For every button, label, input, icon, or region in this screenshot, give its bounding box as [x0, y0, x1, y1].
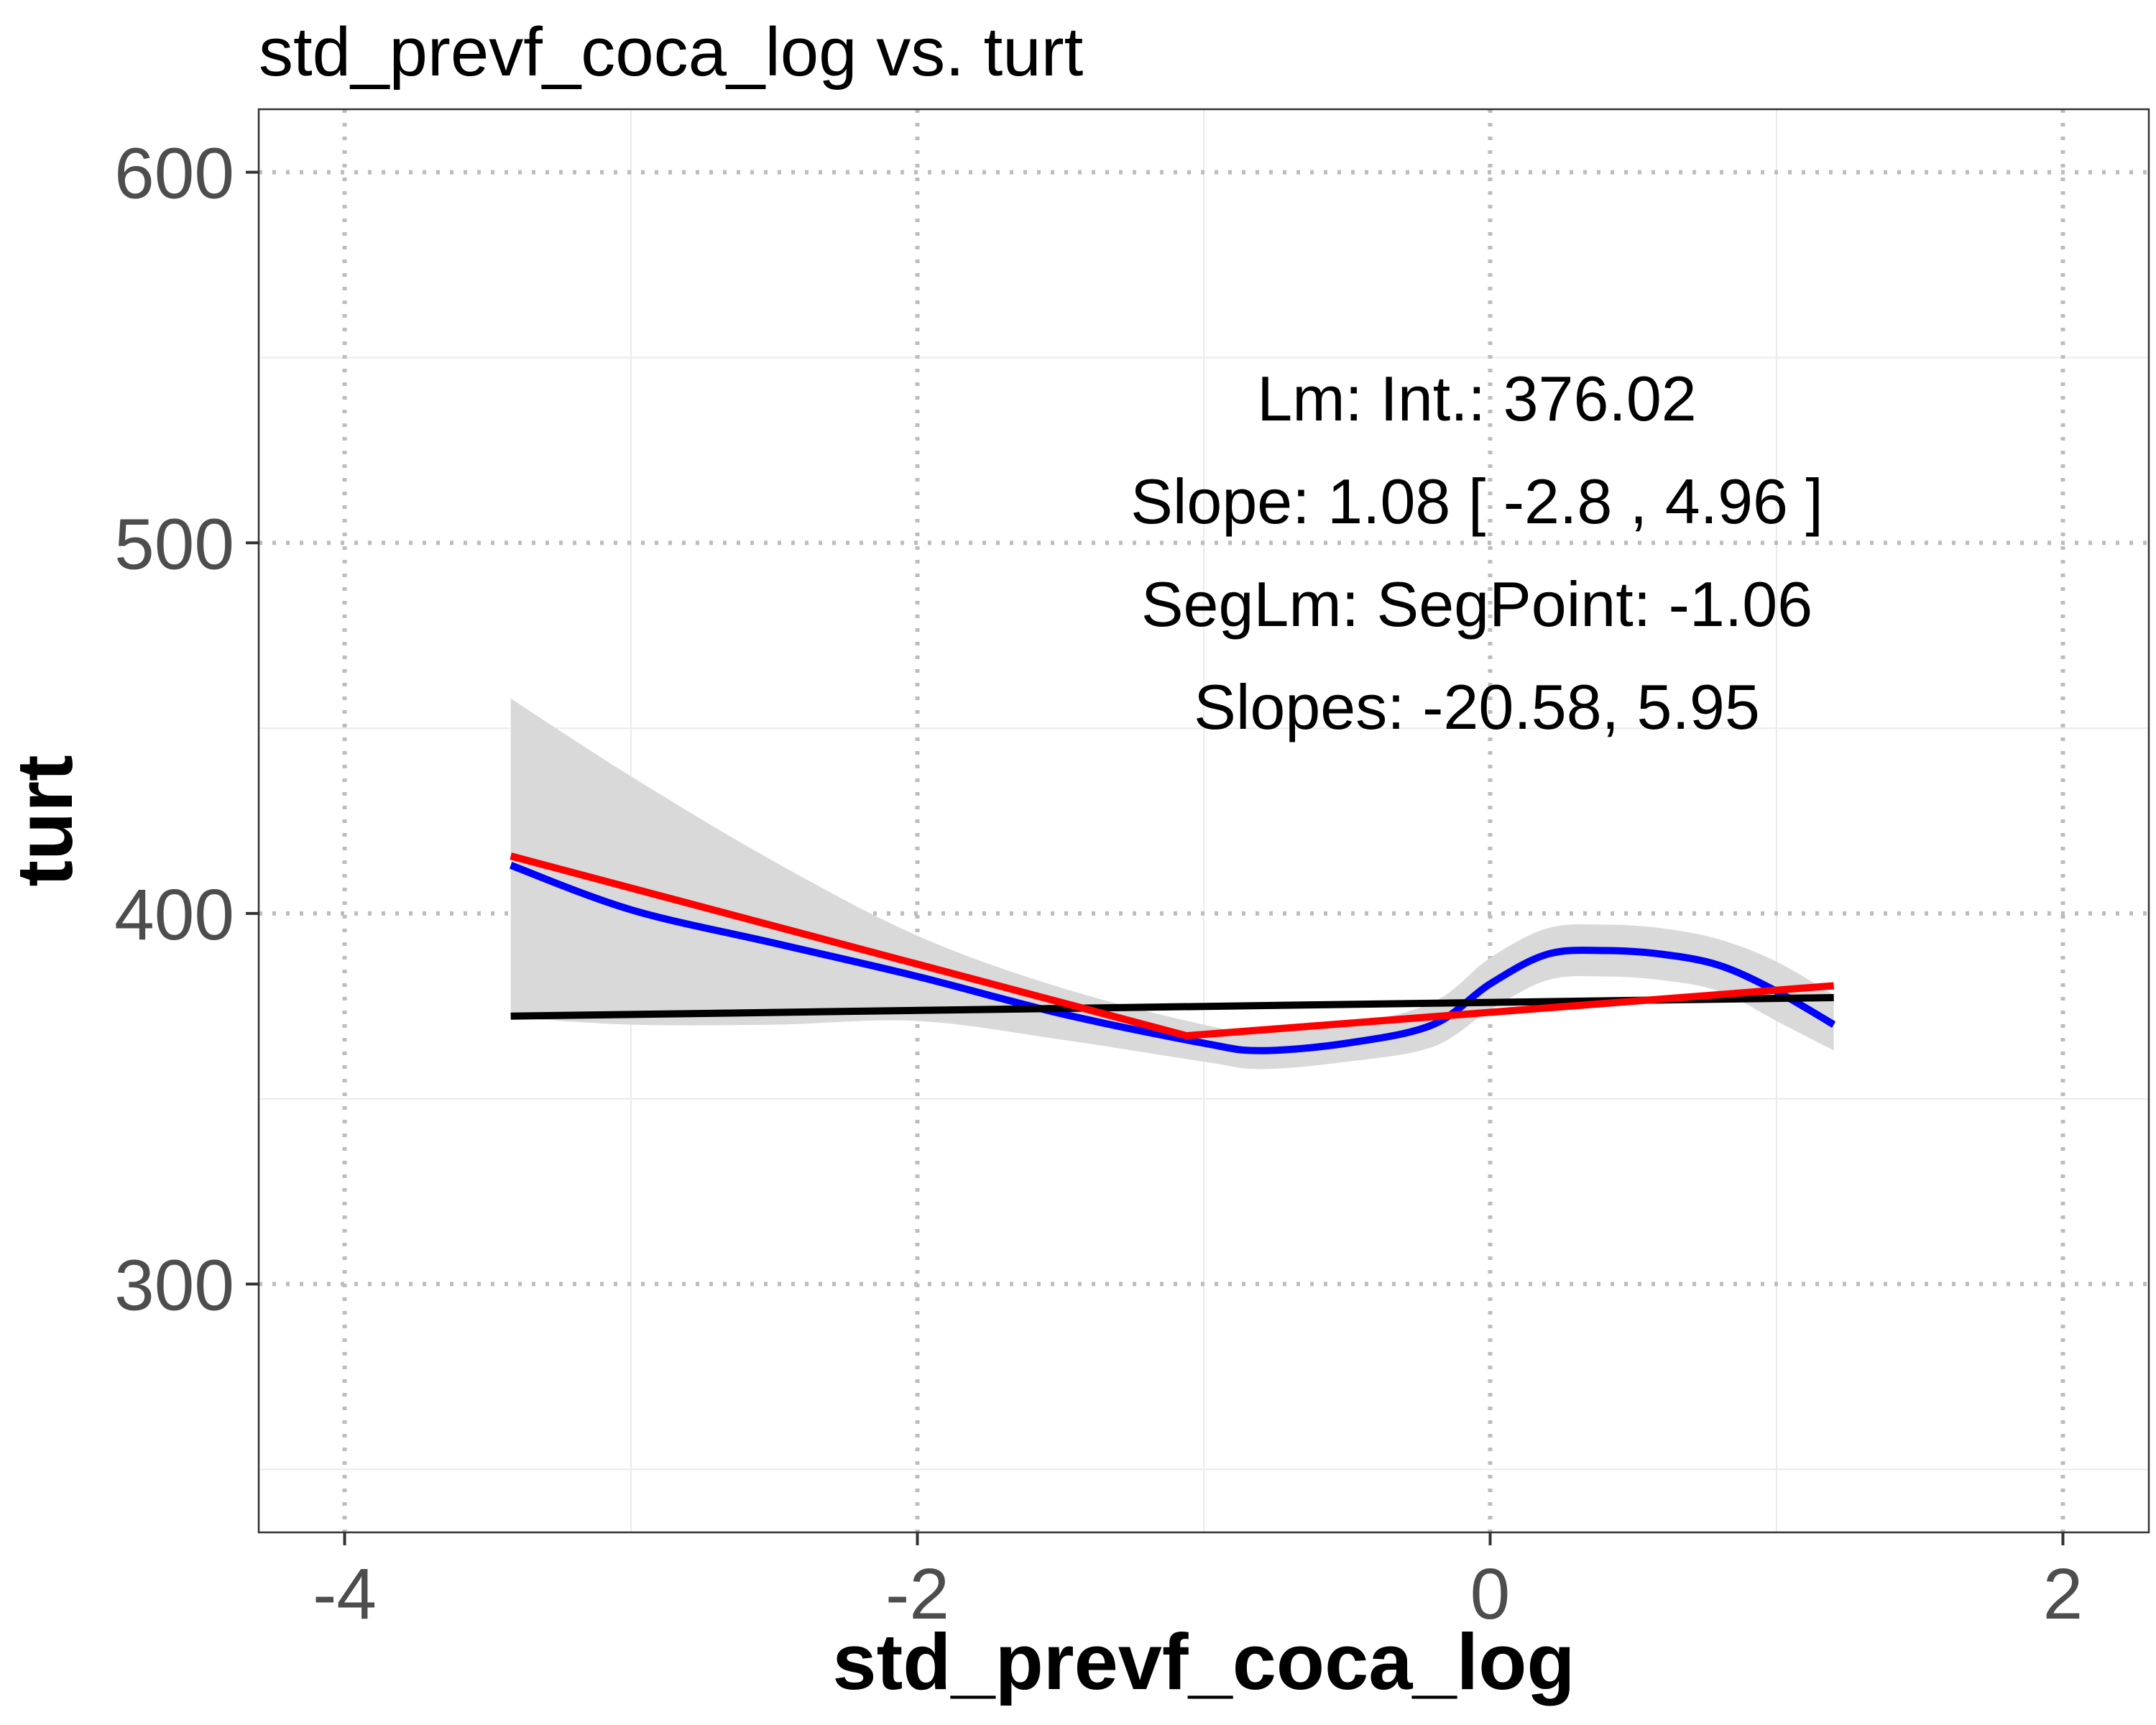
series-lines-layer	[509, 852, 1836, 1054]
annotation-line: SegLm: SegPoint: -1.06	[1141, 569, 1812, 640]
y-tick-label: 600	[114, 134, 234, 214]
chart-title: std_prevf_coca_log vs. turt	[259, 14, 1083, 91]
minor-gridlines	[259, 109, 2149, 1532]
x-axis-label: std_prevf_coca_log	[832, 1618, 1575, 1706]
y-axis-ticks: 300 400 500 600	[114, 134, 259, 1326]
x-axis-ticks: -4 -2 0 2	[313, 1532, 2083, 1634]
y-tick-label: 500	[114, 504, 234, 584]
annotation-line: Slope: 1.08 [ -2.8 , 4.96 ]	[1130, 466, 1823, 537]
x-tick-label: -2	[885, 1554, 949, 1634]
panel-border	[257, 108, 2150, 1534]
fit-annotations: Lm: Int.: 376.02 Slope: 1.08 [ -2.8 , 4.9…	[1130, 363, 1823, 742]
y-tick-label: 400	[114, 875, 234, 955]
x-tick-label: -4	[313, 1554, 377, 1634]
y-axis-label: turt	[1, 755, 89, 886]
y-tick-label: 300	[114, 1246, 234, 1326]
annotation-line: Lm: Int.: 376.02	[1257, 363, 1697, 434]
x-tick-label: 2	[2043, 1554, 2083, 1634]
x-tick-label: 0	[1470, 1554, 1511, 1634]
segmented-fit-line	[510, 852, 1835, 1040]
annotation-line: Slopes: -20.58, 5.95	[1194, 671, 1760, 742]
loess-fit-line	[509, 862, 1836, 1054]
